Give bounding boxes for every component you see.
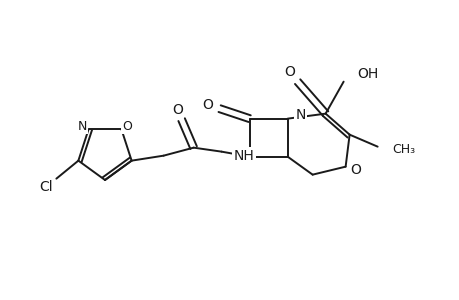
Text: O: O [284, 65, 294, 79]
Text: NH: NH [233, 149, 254, 163]
Text: O: O [122, 120, 132, 133]
Text: O: O [202, 98, 213, 112]
Text: O: O [349, 163, 360, 177]
Text: N: N [295, 108, 305, 122]
Text: O: O [172, 103, 183, 117]
Text: OH: OH [357, 67, 378, 81]
Text: CH₃: CH₃ [392, 143, 415, 156]
Text: Cl: Cl [39, 180, 53, 194]
Text: N: N [78, 120, 87, 133]
